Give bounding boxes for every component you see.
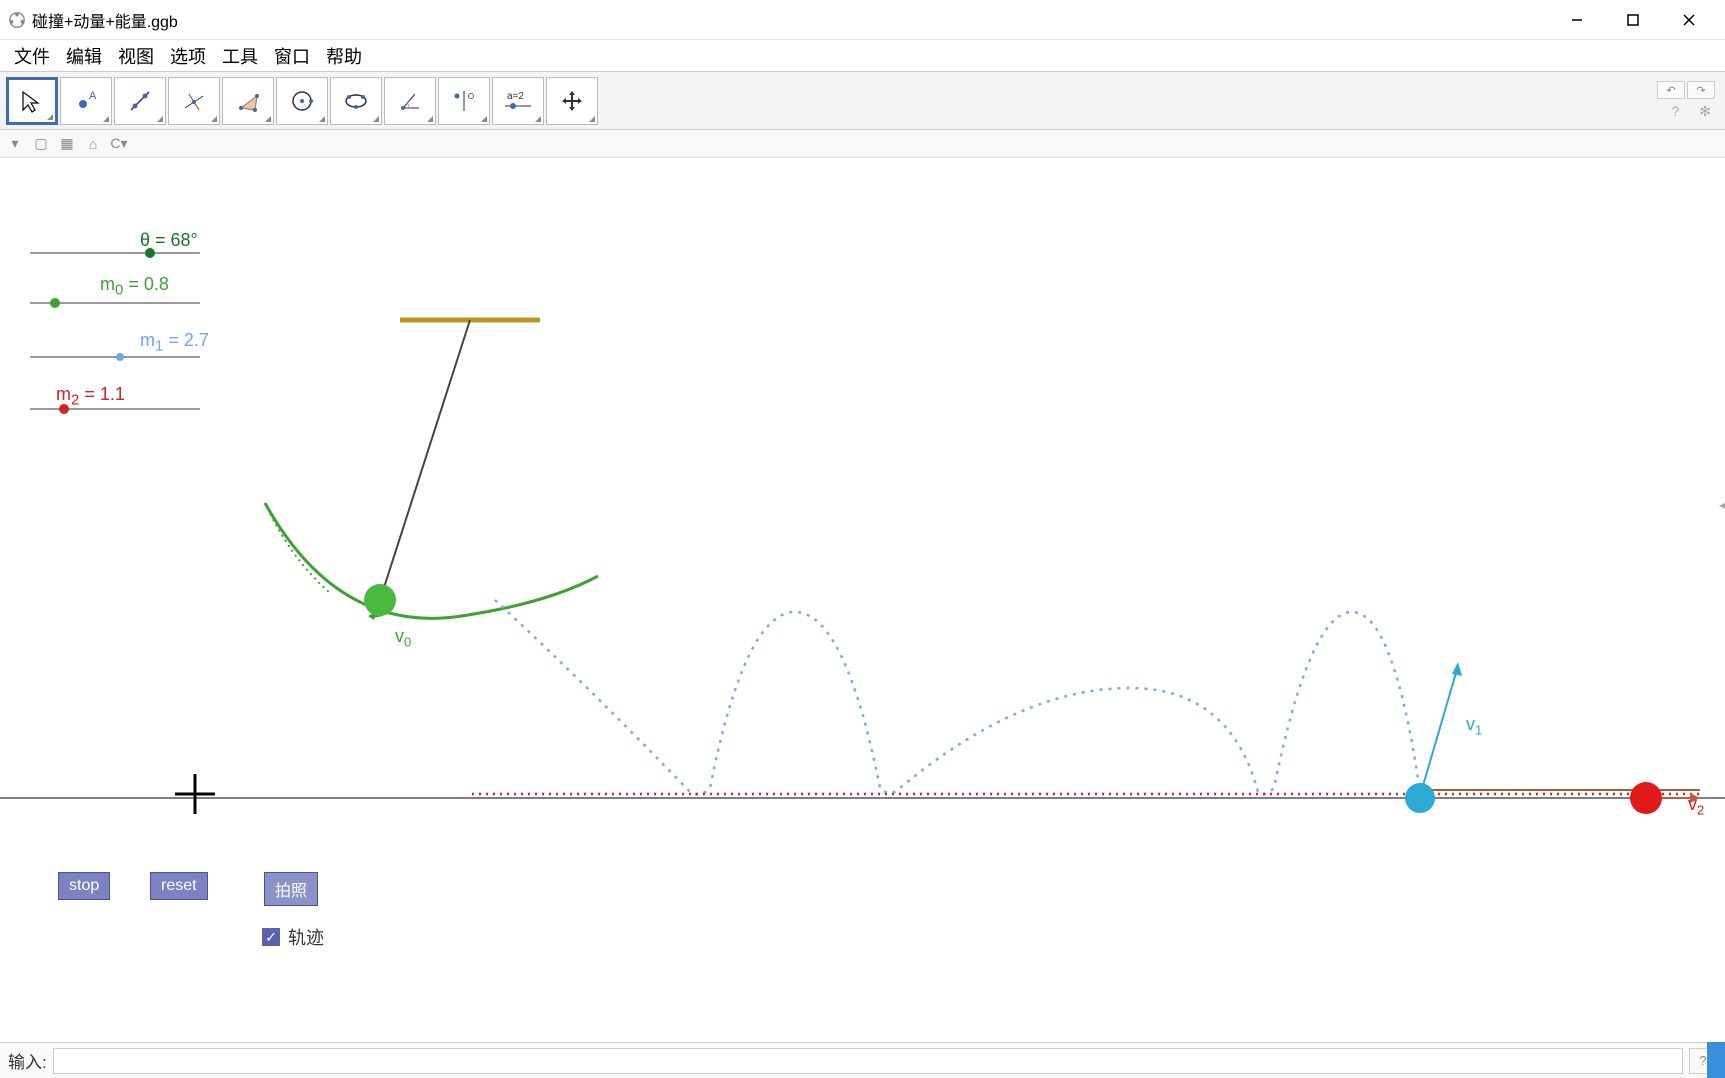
- slider-m0-thumb[interactable]: [50, 298, 60, 308]
- v1-label: v1: [1466, 714, 1482, 738]
- svg-text:a=2: a=2: [507, 91, 524, 102]
- window-title: 碰撞+动量+能量.ggb: [32, 8, 178, 32]
- tool-perpendicular[interactable]: [168, 77, 220, 125]
- right-panel-arrow-icon[interactable]: ◂: [1719, 498, 1725, 512]
- secbar-dropdown-icon[interactable]: ▾: [6, 135, 24, 153]
- slider-theta-track[interactable]: [30, 252, 200, 254]
- input-bar: 输入: ?: [0, 1042, 1725, 1078]
- menu-tools[interactable]: 工具: [214, 39, 266, 73]
- reset-button[interactable]: reset: [150, 872, 208, 900]
- input-field[interactable]: [53, 1048, 1683, 1074]
- slider-m0-label: m0 = 0.8: [100, 274, 169, 299]
- v2-label: v2: [1688, 794, 1704, 818]
- slider-m2-thumb[interactable]: [59, 404, 69, 414]
- origin-cross: [175, 774, 215, 814]
- graphics-view[interactable]: θ = 68° m0 = 0.8 m1 = 2.7 m2 = 1.1 v0 v1…: [0, 158, 1725, 1028]
- tool-line[interactable]: [114, 77, 166, 125]
- tool-move[interactable]: [6, 77, 58, 125]
- tool-conic[interactable]: [330, 77, 382, 125]
- menu-window[interactable]: 窗口: [266, 39, 318, 73]
- pendulum-string: [380, 320, 470, 600]
- help-icon[interactable]: ?: [1671, 103, 1679, 120]
- menu-options[interactable]: 选项: [162, 39, 214, 73]
- v0-label: v0: [395, 626, 411, 650]
- scrollbar-stub[interactable]: [1707, 1042, 1725, 1078]
- trace-checkbox-label: 轨迹: [288, 924, 324, 950]
- toolbar-right: ↶ ↷ ? ✻: [1657, 81, 1715, 120]
- redo-button[interactable]: ↷: [1687, 81, 1715, 99]
- titlebar-left: 碰撞+动量+能量.ggb: [8, 8, 178, 32]
- slider-m2-track[interactable]: [30, 408, 200, 410]
- gear-icon[interactable]: ✻: [1699, 103, 1711, 120]
- menu-help[interactable]: 帮助: [318, 39, 370, 73]
- secondary-toolbar: ▾ ▢ ▦ ⌂ C▾: [0, 130, 1725, 158]
- svg-text:A: A: [89, 90, 97, 102]
- pendulum-bob: [364, 584, 396, 616]
- app-icon: [8, 11, 26, 29]
- menu-file[interactable]: 文件: [6, 39, 58, 73]
- menubar: 文件 编辑 视图 选项 工具 窗口 帮助: [0, 40, 1725, 72]
- undo-button[interactable]: ↶: [1657, 81, 1685, 99]
- secbar-capture-icon[interactable]: C▾: [110, 135, 128, 153]
- menu-view[interactable]: 视图: [110, 39, 162, 73]
- tool-circle[interactable]: [276, 77, 328, 125]
- ball-m1: [1405, 783, 1435, 813]
- secbar-grid-icon[interactable]: ▦: [58, 135, 76, 153]
- close-button[interactable]: [1661, 2, 1717, 38]
- tool-slider[interactable]: a=2: [492, 77, 544, 125]
- trajectory-blue: [495, 600, 1420, 794]
- slider-m1-track[interactable]: [30, 356, 200, 358]
- slider-m1-thumb[interactable]: [116, 353, 124, 361]
- slider-m1-label: m1 = 2.7: [140, 330, 209, 355]
- secbar-axes-icon[interactable]: ▢: [32, 135, 50, 153]
- pendulum-arc: [265, 503, 598, 618]
- tool-angle[interactable]: [384, 77, 436, 125]
- v1-vector: [1420, 662, 1462, 796]
- tool-polygon[interactable]: [222, 77, 274, 125]
- toolbar: A a=2 ↶ ↷: [0, 72, 1725, 130]
- tool-point[interactable]: A: [60, 77, 112, 125]
- stop-button[interactable]: stop: [58, 872, 110, 900]
- trace-checkbox-group: ✓ 轨迹: [262, 924, 324, 950]
- input-label: 输入:: [8, 1048, 47, 1073]
- secbar-home-icon[interactable]: ⌂: [84, 135, 102, 153]
- minimize-button[interactable]: [1549, 2, 1605, 38]
- tool-transform[interactable]: [438, 77, 490, 125]
- tool-move-view[interactable]: [546, 77, 598, 125]
- trace-checkbox[interactable]: ✓: [262, 928, 280, 946]
- window-controls: [1549, 2, 1717, 38]
- ball-m2: [1630, 782, 1662, 814]
- slider-theta-thumb[interactable]: [145, 248, 155, 258]
- maximize-button[interactable]: [1605, 2, 1661, 38]
- snapshot-button[interactable]: 拍照: [264, 872, 318, 906]
- titlebar: 碰撞+动量+能量.ggb: [0, 0, 1725, 40]
- canvas-svg: [0, 158, 1725, 1028]
- menu-edit[interactable]: 编辑: [58, 39, 110, 73]
